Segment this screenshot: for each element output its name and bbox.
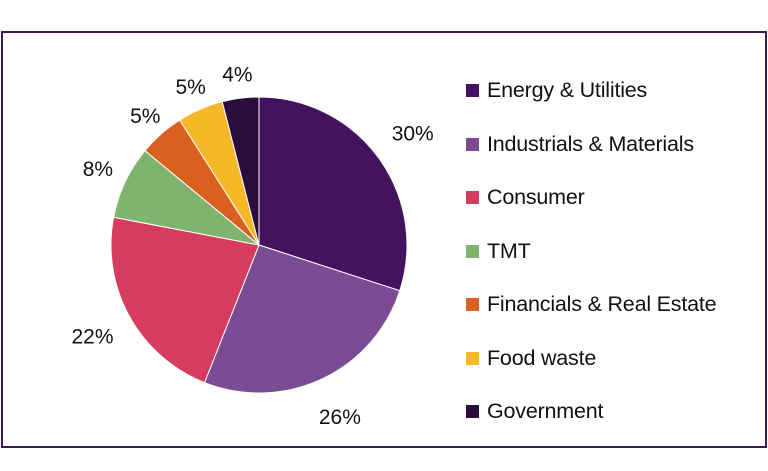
- legend-item-financials-real-estate: Financials & Real Estate: [466, 278, 717, 332]
- legend-swatch: [466, 244, 479, 258]
- data-label-industrials-materials: 26%: [319, 406, 361, 429]
- legend-swatch: [466, 405, 479, 419]
- legend-swatch: [466, 137, 479, 151]
- data-label-energy-utilities: 30%: [392, 122, 434, 145]
- legend-item-tmt: TMT: [466, 225, 716, 279]
- pie-slice-consumer: [110, 216, 260, 384]
- data-label-consumer: 22%: [71, 326, 113, 349]
- legend-swatch: [466, 298, 479, 312]
- legend-label: Consumer: [487, 185, 585, 210]
- chart-frame: [1, 31, 767, 448]
- legend-swatch: [466, 84, 479, 98]
- legend-label: Financials & Real Estate: [487, 292, 717, 317]
- legend-label: Industrials & Materials: [487, 131, 694, 156]
- legend: Energy & Utilities Industrials & Material…: [466, 64, 717, 439]
- legend-item-consumer: Consumer: [466, 171, 716, 225]
- legend-swatch: [466, 191, 479, 205]
- legend-swatch: [466, 351, 479, 365]
- legend-item-energy-utilities: Energy & Utilities: [466, 64, 716, 118]
- legend-item-industrials-materials: Industrials & Materials: [466, 118, 716, 172]
- data-label-government: 4%: [222, 63, 252, 86]
- data-label-tmt: 8%: [83, 158, 113, 181]
- data-label-financials-real-estate: 5%: [130, 105, 160, 128]
- legend-label: Energy & Utilities: [487, 78, 648, 103]
- legend-item-government: Government: [466, 385, 716, 439]
- legend-item-food-waste: Food waste: [466, 332, 716, 386]
- legend-label: Food waste: [487, 345, 597, 370]
- pie-slice-industrials-materials: [203, 244, 401, 394]
- data-label-food-waste: 5%: [176, 76, 206, 99]
- pie-slice-government: [221, 96, 260, 246]
- legend-label: TMT: [487, 238, 531, 263]
- legend-label: Government: [487, 399, 604, 424]
- pie-slice-energy-utilities: [258, 96, 408, 292]
